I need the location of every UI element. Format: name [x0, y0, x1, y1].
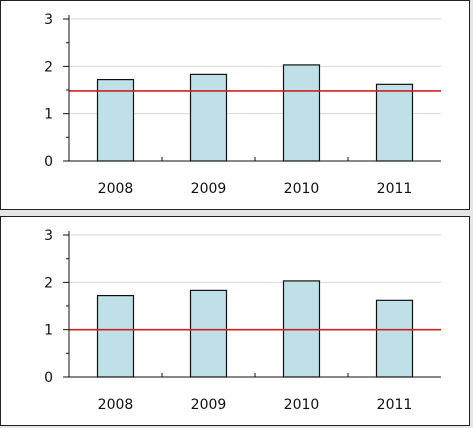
- y-tick-label: 2: [44, 275, 53, 291]
- x-tick-label: 2009: [191, 397, 227, 413]
- bar-2008: [96, 294, 135, 378]
- chart-panel-bottom: 0 1 2 3 2008 2009 2010 2011: [0, 216, 470, 426]
- x-tick-label: 2010: [284, 397, 320, 413]
- y-tick-label: 1: [44, 107, 53, 123]
- y-tick-label: 3: [44, 12, 53, 28]
- bar-2009: [189, 289, 228, 378]
- x-tick-label: 2011: [377, 181, 413, 197]
- bar-chart-bottom: 0 1 2 3 2008 2009 2010 2011: [44, 228, 441, 413]
- y-tick-label: 0: [44, 154, 53, 170]
- bar-2011: [375, 299, 414, 378]
- y-tick-label: 1: [44, 323, 53, 339]
- x-tick-label: 2008: [98, 397, 134, 413]
- bar-2011: [375, 83, 414, 162]
- bar-chart-top: 0 1 2 3 2008 2009 2010 2011: [44, 12, 441, 197]
- y-tick-label: 0: [44, 370, 53, 386]
- bar-2008: [96, 78, 135, 162]
- y-tick-label: 2: [44, 59, 53, 75]
- x-tick-label: 2008: [98, 181, 134, 197]
- bar-2010: [282, 64, 321, 162]
- x-tick-label: 2010: [284, 181, 320, 197]
- y-tick-label: 3: [44, 228, 53, 244]
- bar-2009: [189, 73, 228, 162]
- chart-panel-top: 0 1 2 3 2008 2009 2010 2011: [0, 0, 470, 210]
- x-tick-label: 2011: [377, 397, 413, 413]
- x-tick-label: 2009: [191, 181, 227, 197]
